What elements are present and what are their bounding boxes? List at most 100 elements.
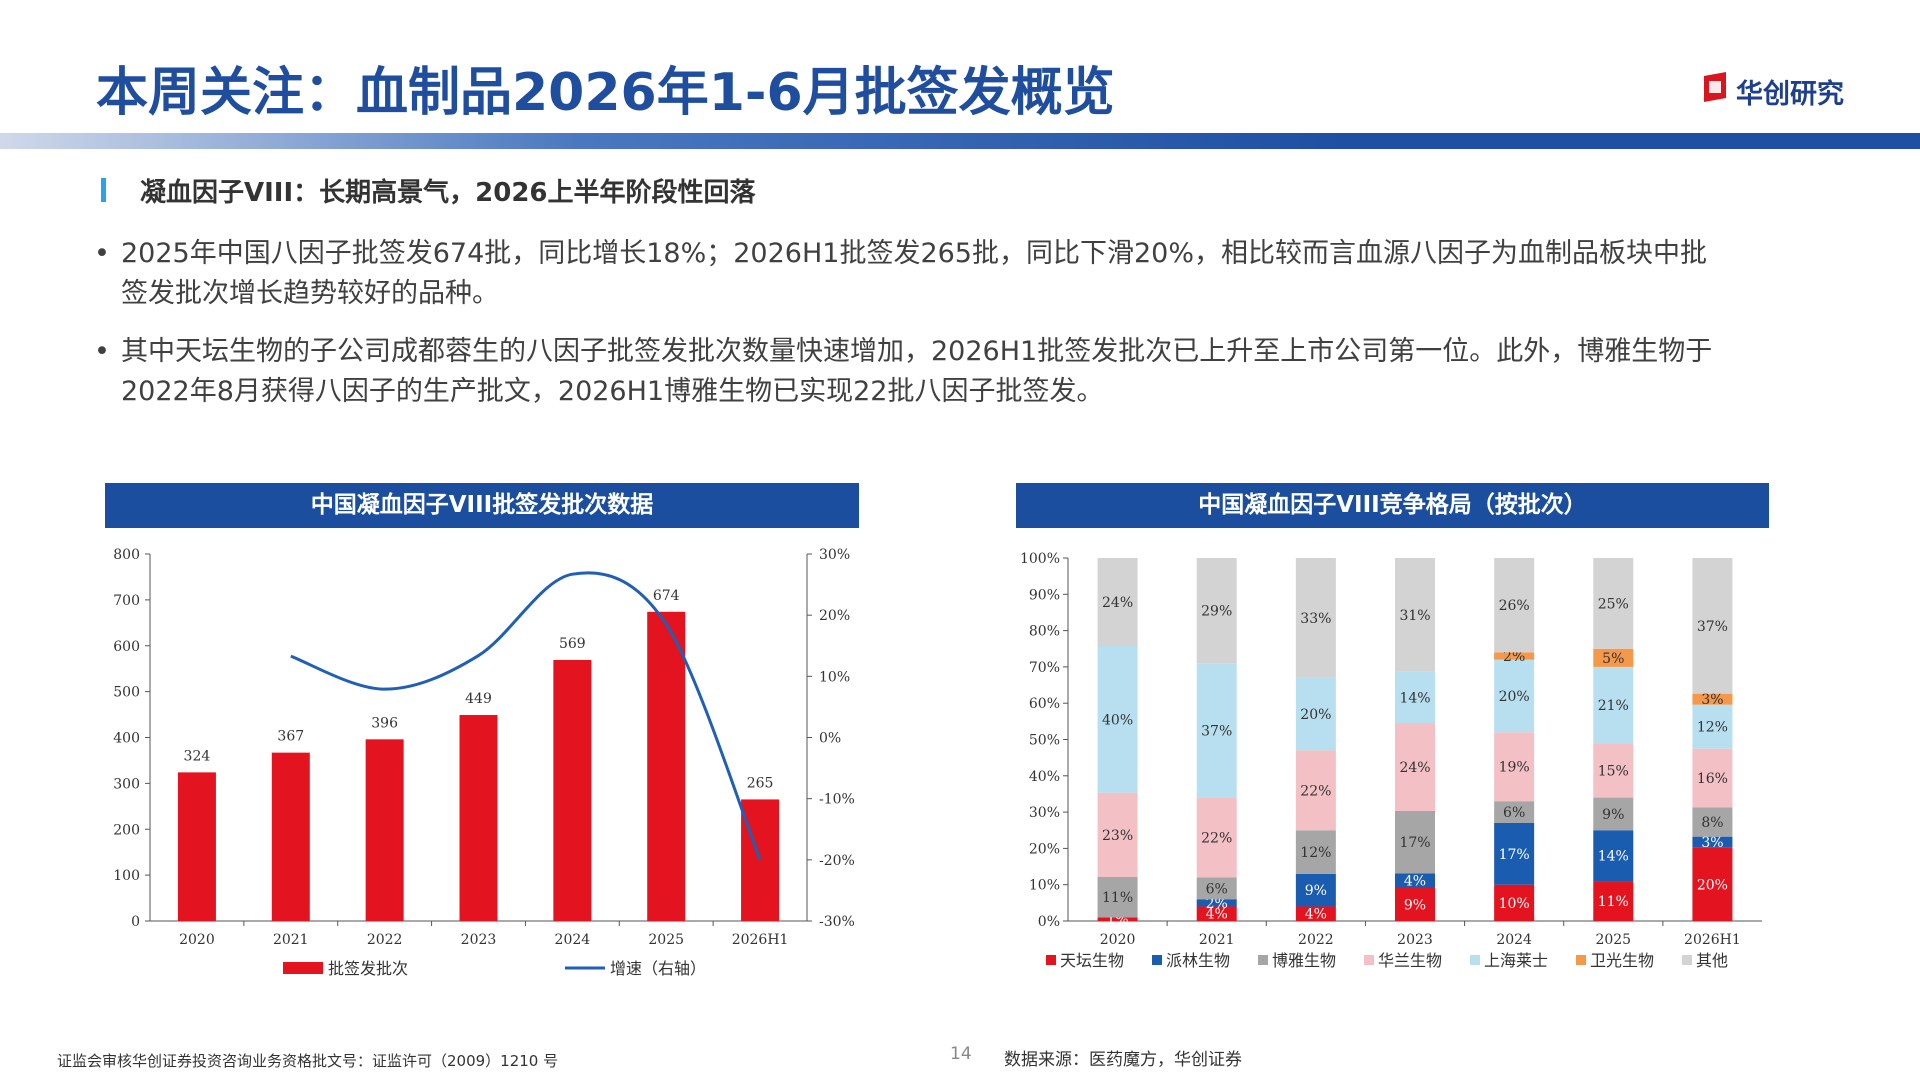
stacked-segment (1494, 659, 1535, 733)
stacked-segment (1692, 748, 1733, 808)
y-tick-label: 500 (113, 685, 140, 701)
y-tick-label: 800 (113, 547, 140, 563)
logo-mark-icon (1704, 72, 1726, 102)
y-tick-label: 600 (113, 639, 140, 655)
x-tick-label: 2024 (555, 932, 591, 948)
header-divider-bar (0, 133, 1920, 149)
legend-swatch (1258, 955, 1268, 965)
y2-tick-label: -10% (819, 792, 855, 808)
y-tick-label: 50% (1029, 733, 1060, 749)
segment-label: 31% (1399, 608, 1430, 624)
page-number: 14 (950, 1044, 972, 1064)
x-tick-label: 2023 (461, 932, 497, 948)
y2-tick-label: -20% (819, 853, 855, 869)
x-tick-label: 2025 (1595, 932, 1631, 948)
stacked-segment (1494, 884, 1535, 921)
legend-label: 其他 (1696, 951, 1728, 970)
segment-label: 3% (1701, 835, 1723, 851)
x-tick-label: 2021 (1199, 932, 1235, 948)
stacked-segment (1295, 558, 1336, 678)
legend-swatch (1152, 955, 1162, 965)
stacked-segment (1295, 906, 1336, 921)
stacked-segment (1692, 693, 1733, 705)
legend-swatch (1682, 955, 1692, 965)
stacked-segment (1196, 899, 1237, 907)
y2-tick-label: 10% (819, 669, 850, 685)
segment-label: 17% (1499, 847, 1530, 863)
bar-value-label: 367 (277, 729, 304, 745)
legend-swatch (1576, 955, 1586, 965)
y-tick-label: 20% (1029, 841, 1060, 857)
right-chart-title: 中国凝血因子VIII竞争格局（按批次） (1016, 483, 1769, 528)
stacked-segment (1593, 743, 1634, 798)
stacked-segment (1196, 663, 1237, 798)
y2-tick-label: 20% (819, 608, 850, 624)
segment-label: 11% (1102, 890, 1133, 906)
x-tick-label: 2025 (648, 932, 684, 948)
stacked-segment (1395, 888, 1435, 921)
stacked-segment (1494, 652, 1535, 660)
legend-swatch (1046, 955, 1056, 965)
company-logo: 华创研究 (1700, 70, 1870, 110)
segment-label: 26% (1499, 598, 1530, 614)
batch-count-chart-svg: 0 100 200 300 400 500 600 700 800 -30% -20% -10% 0% 1… (113, 547, 855, 978)
stacked-segment (1395, 873, 1435, 888)
bullet-item: • 其中天坛生物的子公司成都蓉生的八因子批签发批次数量快速增加，2026H1批签… (94, 332, 1714, 412)
stacked-segment (1494, 801, 1535, 823)
left-chart-title: 中国凝血因子VIII批签发批次数据 (105, 483, 859, 528)
bullet-text: 其中天坛生物的子公司成都蓉生的八因子批签发批次数量快速增加，2026H1批签发批… (121, 336, 1713, 407)
segment-label: 9% (1404, 898, 1426, 914)
legend-label: 博雅生物 (1272, 951, 1336, 970)
logo-text: 华创研究 (1736, 79, 1844, 110)
growth-line (290, 571, 762, 861)
y-tick-label: 90% (1029, 587, 1060, 603)
segment-label: 14% (1598, 849, 1629, 865)
segment-label: 2% (1503, 649, 1525, 665)
y-tick-label: 100% (1020, 551, 1060, 567)
segment-label: 12% (1300, 845, 1331, 861)
y-tick-label: 300 (113, 776, 140, 792)
stacked-segment (1097, 877, 1138, 918)
stacked-segment (1395, 723, 1435, 811)
stacked-segment (1196, 906, 1237, 921)
stacked-segment (1494, 822, 1535, 885)
y-tick-label: 30% (1029, 805, 1060, 821)
bar (741, 799, 780, 921)
market-share-chart: 0% 10% 20% 30% 40% 50% 60% 70% 80% 90% 100% 2020 202… (1010, 538, 1780, 988)
bullet-dot: • (94, 238, 110, 269)
stacked-segment (1097, 558, 1138, 646)
stacked-segment (1593, 648, 1634, 667)
bar (459, 715, 498, 921)
y-tick-label: 700 (113, 593, 140, 609)
bar-value-label: 265 (747, 775, 774, 791)
bar (647, 611, 686, 921)
stacked-segment (1295, 677, 1336, 751)
stacked-segment (1593, 797, 1634, 831)
legend-label: 华兰生物 (1378, 951, 1442, 970)
bar-value-label: 569 (559, 636, 586, 652)
stacked-segment (1097, 792, 1138, 877)
segment-label: 12% (1697, 720, 1728, 736)
stacked-segment (1395, 811, 1435, 874)
segment-label: 6% (1503, 805, 1525, 821)
segment-label: 9% (1305, 883, 1327, 899)
page-title: 本周关注：血制品2026年1-6月批签发概览 (96, 63, 1115, 123)
stacked-segment (1593, 666, 1634, 744)
segment-label: 24% (1102, 595, 1133, 611)
batch-count-chart: 0 100 200 300 400 500 600 700 800 -30% -20% -10% 0% 1… (100, 538, 860, 988)
segment-label: 4% (1206, 907, 1228, 923)
x-tick-label: 2020 (179, 932, 215, 948)
bar-value-label: 396 (371, 715, 398, 731)
stacked-segment (1593, 881, 1634, 921)
legend-swatch-bars (283, 962, 323, 974)
x-tick-label: 2026H1 (732, 932, 789, 948)
segment-label: 17% (1399, 835, 1430, 851)
x-tick-label: 2022 (367, 932, 403, 948)
stacked-segment (1395, 558, 1435, 672)
segment-label: 23% (1102, 828, 1133, 844)
segment-label: 14% (1399, 690, 1430, 706)
stacked-segment (1692, 847, 1733, 921)
bar (365, 739, 404, 921)
segment-label: 4% (1404, 874, 1426, 890)
stacked-segment (1295, 873, 1336, 907)
